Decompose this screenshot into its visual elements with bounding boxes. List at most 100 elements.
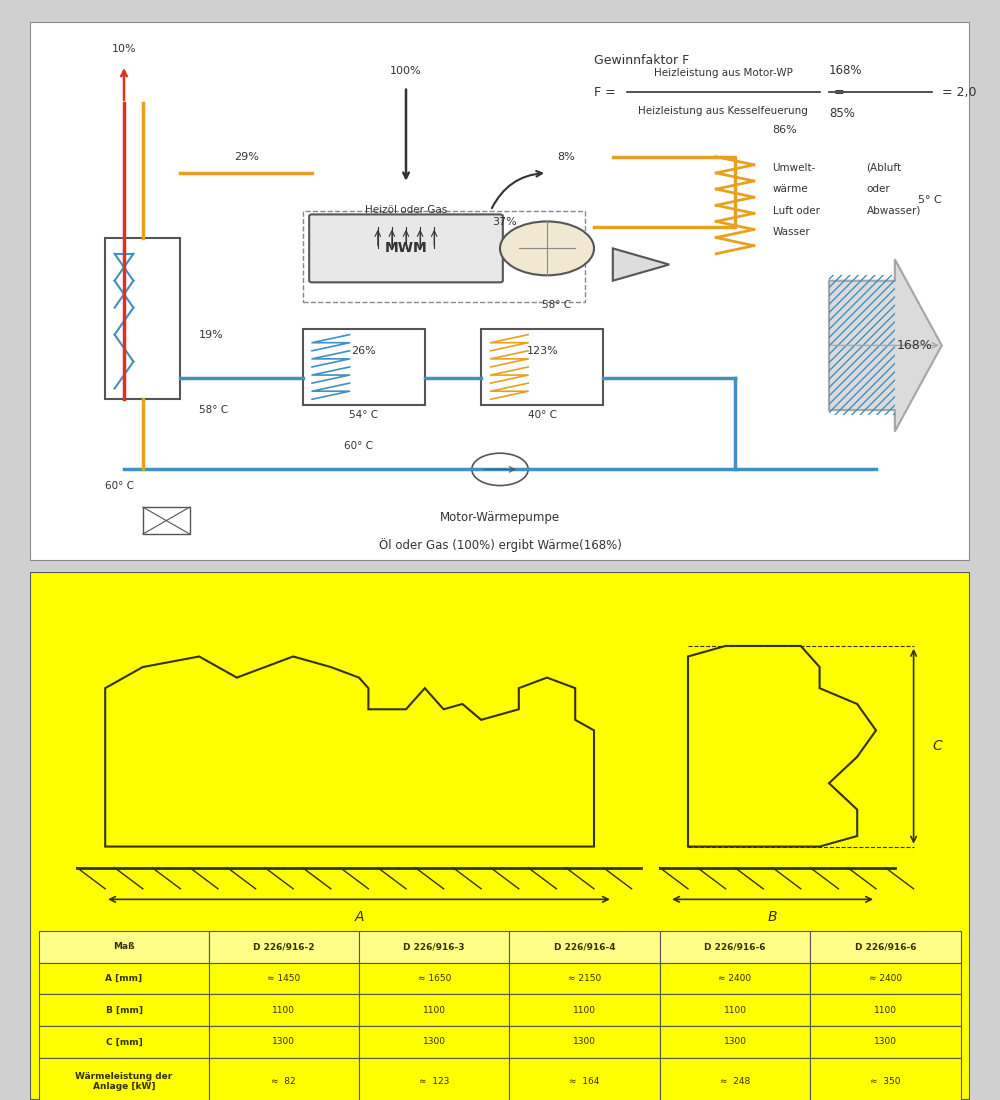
Text: B: B xyxy=(768,910,777,924)
Text: Wärmeleistung der
Anlage [kW]: Wärmeleistung der Anlage [kW] xyxy=(75,1071,173,1091)
Text: 58° C: 58° C xyxy=(199,405,228,415)
Text: C: C xyxy=(932,739,942,754)
Bar xyxy=(209,931,359,962)
Bar xyxy=(660,994,810,1026)
Text: ≈ 1450: ≈ 1450 xyxy=(267,975,300,983)
Text: wärme: wärme xyxy=(773,184,808,194)
Bar xyxy=(509,994,660,1026)
Text: (Abluft: (Abluft xyxy=(867,163,902,173)
Text: ≈  164: ≈ 164 xyxy=(569,1077,600,1086)
Bar xyxy=(810,931,961,962)
Text: 60° C: 60° C xyxy=(105,481,134,491)
Text: oder: oder xyxy=(867,184,890,194)
Text: D 226/916-6: D 226/916-6 xyxy=(704,943,766,951)
Bar xyxy=(509,1026,660,1058)
Bar xyxy=(829,275,895,416)
Text: Heizöl oder Gas: Heizöl oder Gas xyxy=(365,206,447,216)
Bar xyxy=(303,211,585,303)
Text: 1100: 1100 xyxy=(423,1005,446,1014)
Text: 58° C: 58° C xyxy=(542,299,571,309)
Text: 29%: 29% xyxy=(234,152,259,162)
Text: ≈ 2400: ≈ 2400 xyxy=(869,975,902,983)
Bar xyxy=(39,931,209,962)
Bar xyxy=(359,994,509,1026)
Bar xyxy=(359,1026,509,1058)
Text: 1300: 1300 xyxy=(874,1037,897,1046)
Text: Umwelt-: Umwelt- xyxy=(773,163,816,173)
Text: 1100: 1100 xyxy=(272,1005,295,1014)
Bar xyxy=(359,931,509,962)
Text: 1100: 1100 xyxy=(874,1005,897,1014)
Bar xyxy=(143,507,190,534)
Text: MWM: MWM xyxy=(385,241,427,255)
Text: 123%: 123% xyxy=(526,345,558,355)
Text: C [mm]: C [mm] xyxy=(106,1037,142,1046)
Polygon shape xyxy=(829,260,942,431)
Bar xyxy=(39,1026,209,1058)
Text: 40° C: 40° C xyxy=(528,410,557,420)
Text: Maß: Maß xyxy=(113,943,135,951)
Text: 1100: 1100 xyxy=(573,1005,596,1014)
Text: 1300: 1300 xyxy=(423,1037,446,1046)
Bar xyxy=(660,962,810,994)
Text: 60° C: 60° C xyxy=(344,440,374,451)
Text: Wasser: Wasser xyxy=(773,228,810,238)
Text: 1300: 1300 xyxy=(573,1037,596,1046)
Text: F =: F = xyxy=(594,86,616,99)
Text: Abwasser): Abwasser) xyxy=(867,206,921,216)
Bar xyxy=(39,994,209,1026)
Text: 8%: 8% xyxy=(557,152,575,162)
Text: ≈  350: ≈ 350 xyxy=(870,1077,901,1086)
Bar xyxy=(509,931,660,962)
Text: 168%: 168% xyxy=(897,339,932,352)
Bar xyxy=(105,238,180,399)
Text: ≈ 2400: ≈ 2400 xyxy=(718,975,752,983)
Bar xyxy=(39,1058,209,1100)
Text: 54° C: 54° C xyxy=(349,410,378,420)
Text: Öl oder Gas (100%) ergibt Wärme(168%): Öl oder Gas (100%) ergibt Wärme(168%) xyxy=(379,538,621,552)
Text: D 226/916-6: D 226/916-6 xyxy=(855,943,916,951)
Bar xyxy=(810,994,961,1026)
Text: ≈  248: ≈ 248 xyxy=(720,1077,750,1086)
Text: 26%: 26% xyxy=(351,345,376,355)
Bar xyxy=(209,1058,359,1100)
Bar xyxy=(359,1058,509,1100)
Circle shape xyxy=(500,221,594,275)
Text: A: A xyxy=(354,910,364,924)
Bar xyxy=(209,994,359,1026)
Bar xyxy=(209,962,359,994)
Text: =: = xyxy=(834,86,844,99)
Polygon shape xyxy=(613,249,669,280)
Bar xyxy=(39,962,209,994)
Text: ≈ 2150: ≈ 2150 xyxy=(568,975,601,983)
Text: D 226/916-3: D 226/916-3 xyxy=(403,943,465,951)
Bar xyxy=(359,962,509,994)
Text: 10%: 10% xyxy=(112,44,136,54)
Text: 1100: 1100 xyxy=(724,1005,746,1014)
Text: Gewinnfaktor F: Gewinnfaktor F xyxy=(594,54,689,67)
Text: B [mm]: B [mm] xyxy=(106,1005,143,1014)
Text: 168%: 168% xyxy=(829,64,862,77)
Bar xyxy=(660,931,810,962)
Text: 19%: 19% xyxy=(199,330,224,340)
Text: 1300: 1300 xyxy=(272,1037,295,1046)
Polygon shape xyxy=(105,657,594,847)
Bar xyxy=(810,1058,961,1100)
Text: 100%: 100% xyxy=(390,66,422,76)
Polygon shape xyxy=(688,646,876,847)
Bar xyxy=(509,1058,660,1100)
Text: D 226/916-2: D 226/916-2 xyxy=(253,943,315,951)
Bar xyxy=(481,329,603,405)
Text: Heizleistung aus Kesselfeuerung: Heizleistung aus Kesselfeuerung xyxy=(638,106,808,116)
Bar xyxy=(209,1026,359,1058)
Bar xyxy=(509,962,660,994)
Text: A [mm]: A [mm] xyxy=(105,975,143,983)
Bar xyxy=(810,962,961,994)
Text: 86%: 86% xyxy=(773,124,797,135)
Bar xyxy=(810,1026,961,1058)
Text: = 2,0: = 2,0 xyxy=(942,86,976,99)
Text: 37%: 37% xyxy=(492,217,517,227)
Bar xyxy=(660,1026,810,1058)
Text: ≈  82: ≈ 82 xyxy=(271,1077,296,1086)
Text: Luft oder: Luft oder xyxy=(773,206,820,216)
